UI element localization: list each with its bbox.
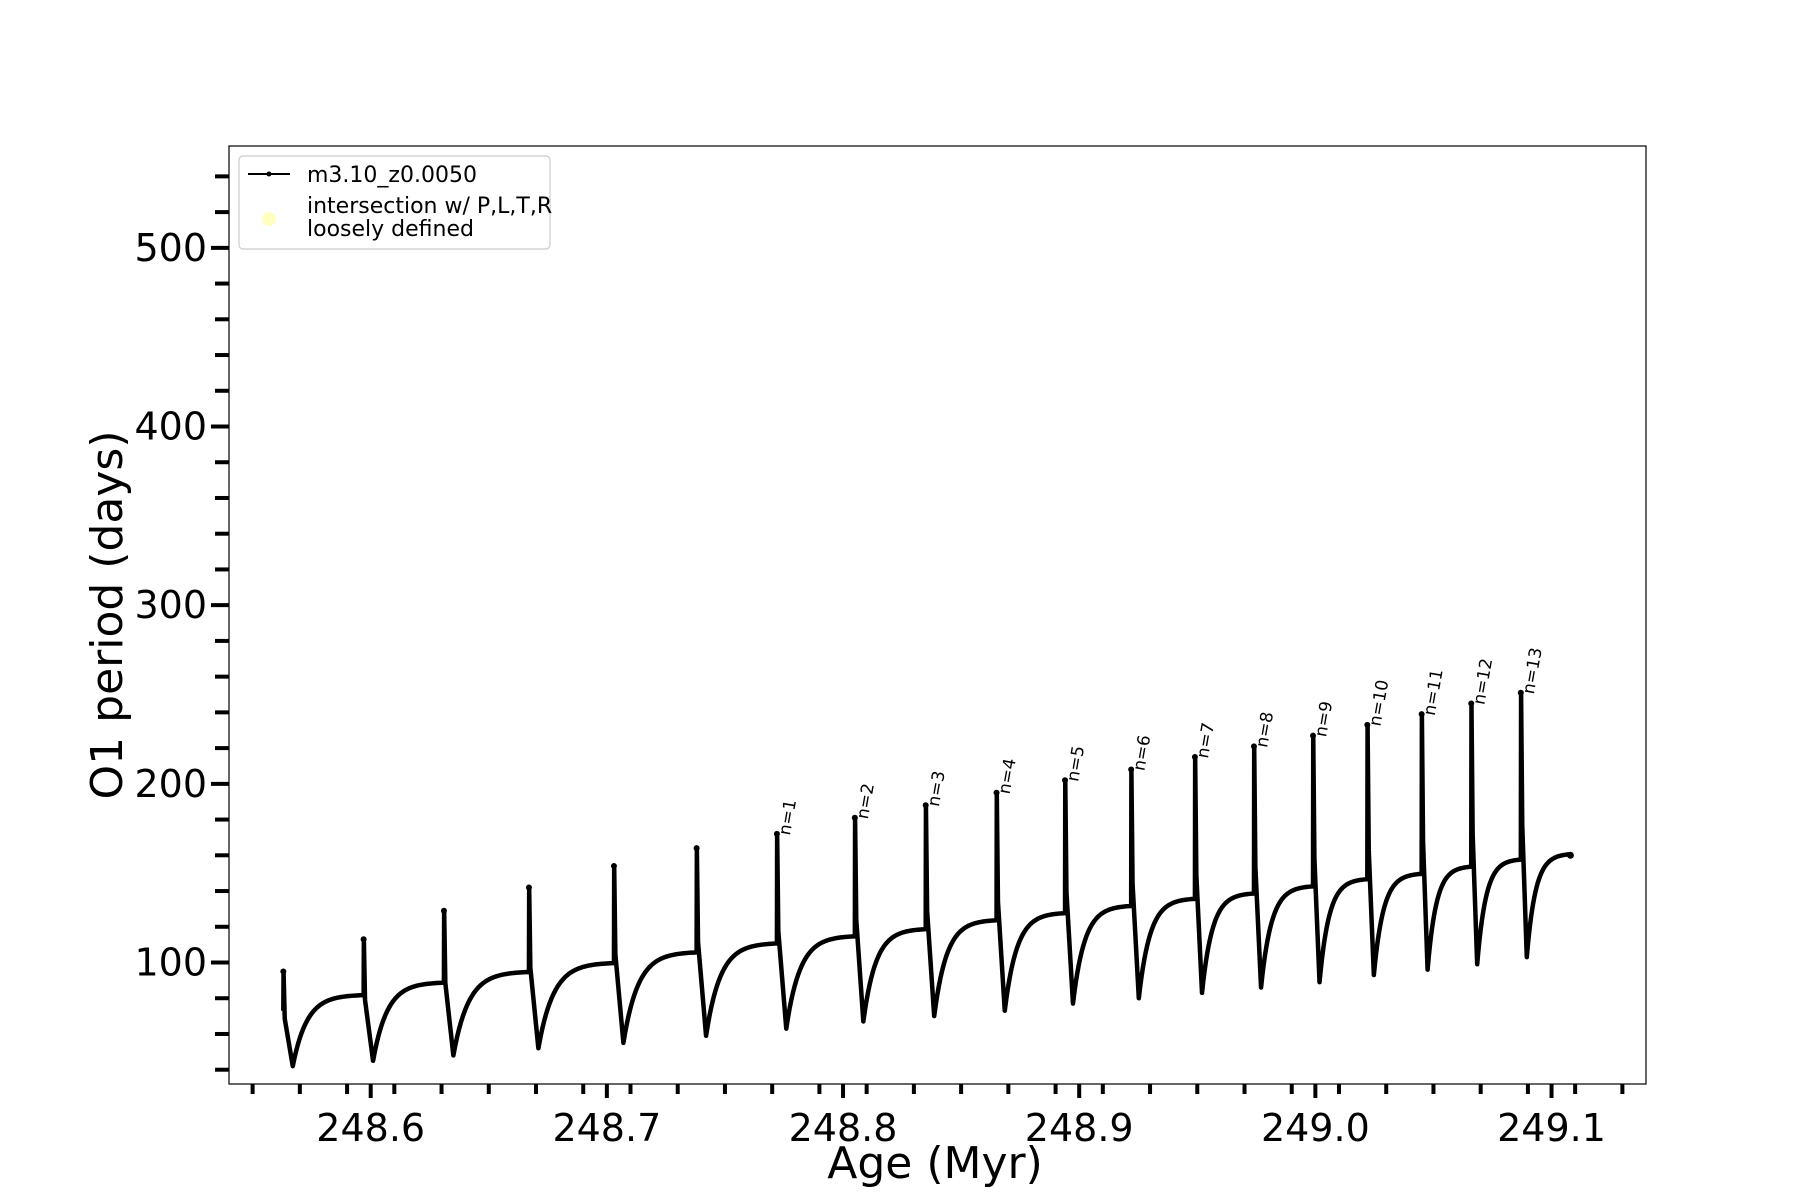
pulse-peak-point bbox=[1062, 777, 1069, 784]
legend-intersection-marker bbox=[262, 212, 276, 226]
legend-intersection-label-line2: loosely defined bbox=[307, 217, 474, 242]
y-axis: 100 200 300 400 500 bbox=[134, 174, 229, 1072]
legend-intersection-label-line1: intersection w/ P,L,T,R bbox=[307, 194, 552, 219]
legend: m3.10_z0.0050 intersection w/ P,L,T,R lo… bbox=[238, 155, 552, 250]
x-axis-label: Age (Myr) bbox=[827, 1138, 1043, 1189]
legend-series-label: m3.10_z0.0050 bbox=[307, 163, 477, 188]
pulse-peak-point bbox=[1418, 711, 1425, 718]
pulse-peak-point bbox=[693, 845, 700, 852]
y-tick-label: 200 bbox=[134, 762, 207, 806]
x-tick-label: 248.7 bbox=[552, 1106, 661, 1150]
pulse-peak-point bbox=[773, 830, 780, 837]
pulse-peak-point bbox=[1364, 721, 1371, 728]
legend-box bbox=[238, 155, 551, 250]
x-tick-label: 249.0 bbox=[1261, 1106, 1370, 1150]
x-axis: 248.6 248.7 248.8 248.9 249.0 249.1 bbox=[250, 1084, 1625, 1150]
pulse-peak-point bbox=[1191, 754, 1198, 761]
y-tick-label: 100 bbox=[134, 941, 207, 985]
series-line-m3.10_z0.0050 bbox=[281, 690, 1573, 1069]
legend-line-dot bbox=[266, 171, 272, 177]
pulse-peak-point bbox=[1468, 700, 1475, 707]
series-end-point bbox=[1566, 851, 1574, 859]
pulse-peak-point bbox=[993, 789, 1000, 796]
pulse-peak-point bbox=[1517, 689, 1524, 696]
pulse-peak-point bbox=[1310, 732, 1317, 739]
pulse-peak-point bbox=[922, 802, 929, 809]
x-tick-label: 248.6 bbox=[316, 1106, 425, 1150]
pulse-peak-point bbox=[525, 884, 532, 891]
y-axis-label: O1 period (days) bbox=[82, 431, 133, 800]
x-tick-label: 248.9 bbox=[1025, 1106, 1134, 1150]
y-tick-label: 300 bbox=[134, 583, 207, 627]
pulse-peak-point bbox=[1250, 743, 1257, 750]
pulse-peak-point bbox=[610, 863, 617, 870]
pulse-peak-point bbox=[360, 936, 367, 943]
y-tick-label: 400 bbox=[134, 405, 207, 449]
x-tick-label: 249.1 bbox=[1497, 1106, 1606, 1150]
pulse-peak-point bbox=[1128, 766, 1135, 773]
pulse-peak-point bbox=[851, 814, 858, 821]
y-tick-label: 500 bbox=[134, 226, 207, 270]
series-layer bbox=[280, 689, 1574, 1069]
pulse-peak-point bbox=[440, 907, 447, 914]
plot-frame bbox=[228, 145, 1647, 1085]
pulse-peak-point bbox=[280, 968, 287, 975]
x-tick-label: 248.8 bbox=[789, 1106, 898, 1150]
